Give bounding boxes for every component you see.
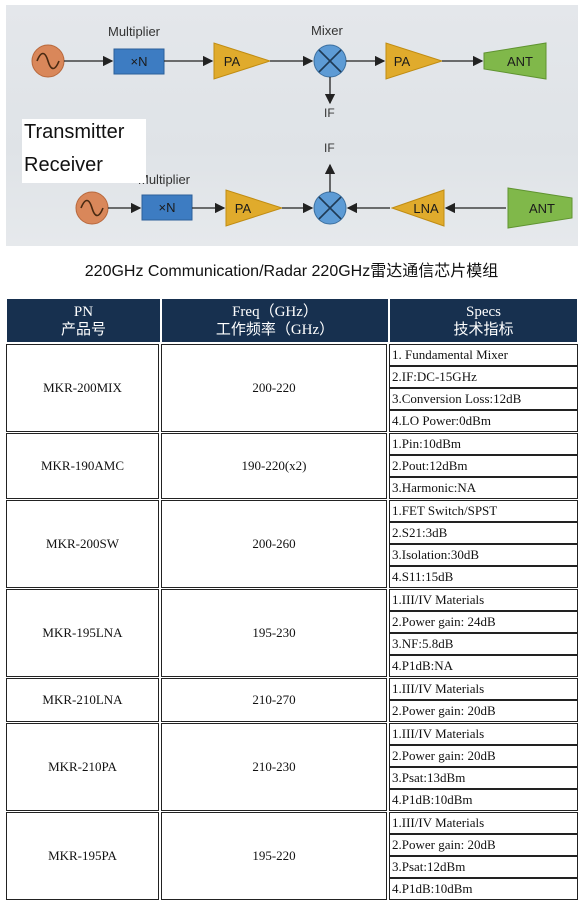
cell-frequency: 210-230 [161,723,387,811]
pa-amplifier-tx-2 [385,42,444,80]
header-freq: Freq（GHz） 工作频率（GHz） [161,298,389,343]
spec-item: 1.FET Switch/SPST [389,500,578,522]
block-diagram-svg: ×N PA PA ANT ×N PA [31,42,573,229]
if-label-tx: IF [324,106,335,120]
cell-frequency: 190-220(x2) [161,433,387,499]
transmitter-label: Transmitter [24,121,125,143]
cell-part-number: MKR-200SW [6,500,159,588]
cell-part-number: MKR-190AMC [6,433,159,499]
multiplier-block-tx-label: ×N [131,54,148,69]
multiplier-label-rx: Multiplier [138,172,191,187]
spec-item: 3.NF:5.8dB [389,633,578,655]
spec-item: 3.Isolation:30dB [389,544,578,566]
cell-specs: 1.FET Switch/SPST 2.S21:3dB 3.Isolation:30… [389,500,578,588]
cell-frequency: 200-260 [161,500,387,588]
mixer-icon-tx [313,44,347,78]
cell-frequency: 210-270 [161,678,387,722]
spec-item: 2.Power gain: 24dB [389,611,578,633]
header-specs: Specs 技术指标 [389,298,578,343]
spec-item: 4.S11:15dB [389,566,578,588]
if-label-rx: IF [324,141,335,155]
multiplier-block-rx [141,194,193,221]
svg-text:LNA: LNA [413,201,439,216]
spec-item: 2.IF:DC-15GHz [389,366,578,388]
spec-item: 3.Harmonic:NA [389,477,578,499]
cell-part-number: MKR-210LNA [6,678,159,722]
spec-item: 1.III/IV Materials [389,678,578,700]
table-row: MKR-210PA 210-230 1.III/IV Materials 2.Powe… [6,723,578,811]
oscillator-icon [31,44,65,78]
table-row: MKR-200MIX 200-220 1. Fundamental Mixer 2.I… [6,344,578,432]
table-header: PN 产品号 Freq（GHz） 工作频率（GHz） Specs 技术指标 [6,298,578,343]
spec-item: 2.Power gain: 20dB [389,834,578,856]
block-diagram: ×N PA PA ANT ×N PA [6,5,578,246]
cell-part-number: MKR-200MIX [6,344,159,432]
spec-item: 2.Power gain: 20dB [389,745,578,767]
spec-item: 1. Fundamental Mixer [389,344,578,366]
antenna-icon-rx [507,187,573,229]
spec-item: 3.Psat:12dBm [389,856,578,878]
spec-item: 1.III/IV Materials [389,589,578,611]
table-row: MKR-210LNA 210-270 1.III/IV Materials 2.Pow… [6,678,578,722]
cell-specs: 1.III/IV Materials 2.Power gain: 20dB 3.Ps… [389,723,578,811]
cell-specs: 1. Fundamental Mixer 2.IF:DC-15GHz 3.Conve… [389,344,578,432]
spec-item: 2.Pout:12dBm [389,455,578,477]
svg-text:PA: PA [235,201,252,216]
cell-part-number: MKR-195PA [6,812,159,900]
cell-frequency: 195-230 [161,589,387,677]
mixer-icon-rx [313,191,347,225]
svg-text:PA: PA [224,54,241,69]
svg-text:×N: ×N [159,200,176,215]
spec-item: 1.III/IV Materials [389,812,578,834]
svg-text:ANT: ANT [507,54,533,69]
cell-frequency: 195-220 [161,812,387,900]
spec-item: 1.III/IV Materials [389,723,578,745]
table-row: MKR-195LNA 195-230 1.III/IV Materials 2.Pow… [6,589,578,677]
cell-specs: 1.III/IV Materials 2.Power gain: 20dB 3.Ps… [389,812,578,900]
svg-text:PA: PA [394,54,411,69]
cell-specs: 1.III/IV Materials 2.Power gain: 24dB 3.NF… [389,589,578,677]
antenna-icon-tx [483,42,547,80]
pa-amplifier-rx [225,189,284,227]
spec-item: 1.Pin:10dBm [389,433,578,455]
cell-specs: 1.Pin:10dBm 2.Pout:12dBm 3.Harmonic:NA [389,433,578,499]
spec-item: 3.Conversion Loss:12dB [389,388,578,410]
spec-item: 4.P1dB:10dBm [389,789,578,811]
table-row: MKR-190AMC 190-220(x2) 1.Pin:10dBm 2.Pout:1… [6,433,578,499]
spec-table: PN 产品号 Freq（GHz） 工作频率（GHz） Specs 技术指标 MK… [6,298,578,900]
spec-item: 4.LO Power:0dBm [389,410,578,432]
spec-item: 3.Psat:13dBm [389,767,578,789]
oscillator-icon-rx [75,191,109,225]
header-pn: PN 产品号 [6,298,161,343]
cell-part-number: MKR-210PA [6,723,159,811]
tx-rx-legend-box [22,119,146,183]
spec-item: 2.Power gain: 20dB [389,700,578,722]
pa-amplifier-tx-1 [213,42,272,80]
cell-frequency: 200-220 [161,344,387,432]
spec-item: 4.P1dB:NA [389,655,578,677]
mixer-label: Mixer [311,23,343,38]
cell-specs: 1.III/IV Materials 2.Power gain: 20dB [389,678,578,722]
spec-item: 4.P1dB:10dBm [389,878,578,900]
spec-item: 2.S21:3dB [389,522,578,544]
receiver-label: Receiver [24,154,103,176]
table-body: MKR-200MIX 200-220 1. Fundamental Mixer 2.I… [6,344,578,900]
lna-amplifier-rx [390,189,445,227]
figure-caption: 220GHz Communication/Radar 220GHz雷达通信芯片模… [84,263,499,280]
table-row: MKR-195PA 195-220 1.III/IV Materials 2.Powe… [6,812,578,900]
svg-text:ANT: ANT [529,201,555,216]
multiplier-label-tx: Multiplier [108,24,161,39]
cell-part-number: MKR-195LNA [6,589,159,677]
table-row: MKR-200SW 200-260 1.FET Switch/SPST 2.S21:3… [6,500,578,588]
